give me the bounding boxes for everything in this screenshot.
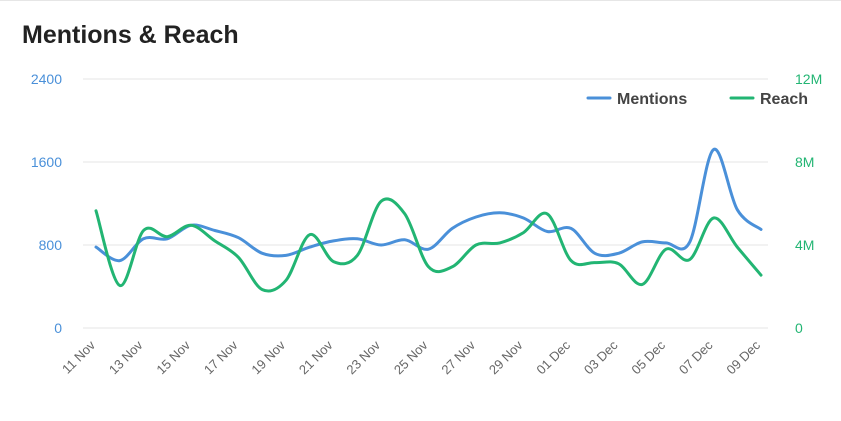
x-tick-label: 13 Nov (106, 337, 146, 377)
x-tick-label: 07 Dec (676, 337, 716, 377)
y-right-tick-label: 0 (795, 320, 803, 336)
series-line-mentions (94, 148, 763, 263)
legend-label-mentions: Mentions (617, 91, 687, 108)
chart-title: Mentions & Reach (22, 21, 239, 49)
x-tick-label: 19 Nov (248, 337, 288, 377)
y-right-tick-label: 12M (795, 71, 822, 87)
x-tick-label: 23 Nov (343, 337, 383, 377)
y-left-tick-label: 2400 (31, 71, 62, 87)
x-tick-label: 11 Nov (59, 337, 98, 376)
legend-label-reach: Reach (760, 91, 808, 108)
x-tick-label: 01 Dec (533, 337, 573, 377)
x-tick-label: 27 Nov (438, 337, 478, 377)
x-tick-label: 29 Nov (486, 337, 526, 377)
x-tick-label: 17 Nov (201, 337, 241, 377)
x-tick-label: 25 Nov (391, 337, 431, 377)
y-left-tick-label: 0 (54, 320, 62, 336)
x-tick-label: 03 Dec (581, 337, 621, 377)
y-left-tick-label: 1600 (31, 154, 62, 170)
y-right-tick-label: 4M (795, 237, 814, 253)
x-tick-label: 21 Nov (296, 337, 336, 377)
series-line-reach (94, 197, 763, 293)
x-tick-label: 09 Dec (723, 337, 763, 377)
y-left-tick-label: 800 (39, 237, 63, 253)
y-right-tick-label: 8M (795, 154, 814, 170)
x-tick-label: 15 Nov (153, 337, 193, 377)
x-tick-label: 05 Dec (628, 337, 668, 377)
